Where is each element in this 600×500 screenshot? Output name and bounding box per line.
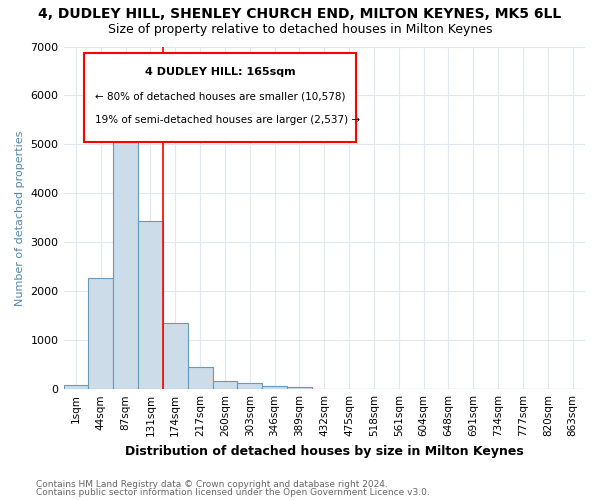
Bar xyxy=(262,386,287,389)
Bar xyxy=(212,380,238,389)
Text: 4 DUDLEY HILL: 165sqm: 4 DUDLEY HILL: 165sqm xyxy=(145,67,295,77)
Text: 4, DUDLEY HILL, SHENLEY CHURCH END, MILTON KEYNES, MK5 6LL: 4, DUDLEY HILL, SHENLEY CHURCH END, MILT… xyxy=(38,8,562,22)
Bar xyxy=(88,278,113,389)
Bar xyxy=(64,386,88,389)
Bar xyxy=(163,323,188,389)
Text: Size of property relative to detached houses in Milton Keynes: Size of property relative to detached ho… xyxy=(108,22,492,36)
Bar xyxy=(238,383,262,389)
Bar xyxy=(188,367,212,389)
Text: Contains public sector information licensed under the Open Government Licence v3: Contains public sector information licen… xyxy=(36,488,430,497)
Text: ← 80% of detached houses are smaller (10,578): ← 80% of detached houses are smaller (10… xyxy=(95,91,346,101)
X-axis label: Distribution of detached houses by size in Milton Keynes: Distribution of detached houses by size … xyxy=(125,444,524,458)
FancyBboxPatch shape xyxy=(85,54,356,142)
Text: Contains HM Land Registry data © Crown copyright and database right 2024.: Contains HM Land Registry data © Crown c… xyxy=(36,480,388,489)
Bar xyxy=(138,222,163,389)
Bar xyxy=(113,122,138,389)
Text: 19% of semi-detached houses are larger (2,537) →: 19% of semi-detached houses are larger (… xyxy=(95,115,360,125)
Bar xyxy=(287,387,312,389)
Y-axis label: Number of detached properties: Number of detached properties xyxy=(15,130,25,306)
